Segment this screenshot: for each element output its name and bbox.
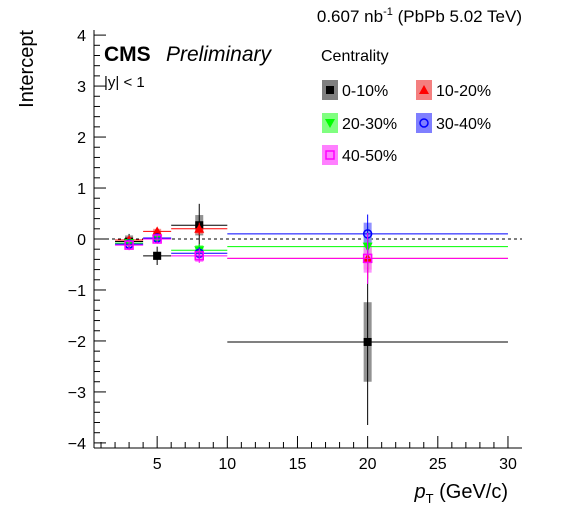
rapidity-label: |y| < 1 <box>104 74 145 91</box>
luminosity-exponent: -1 <box>383 6 393 18</box>
legend-item-40-50%: 40-50% <box>322 145 397 165</box>
legend-label: 20-30% <box>342 116 397 133</box>
y-tick-label: 4 <box>77 28 86 45</box>
series-20-30% <box>115 226 508 268</box>
legend-marker <box>419 118 429 128</box>
x-tick-label: 15 <box>289 456 307 473</box>
y-tick-label: −1 <box>68 283 86 300</box>
x-axis-label-sub: T <box>426 491 434 506</box>
x-axis-label-unit: (GeV/c) <box>434 481 508 503</box>
legend-swatch <box>416 113 432 133</box>
legend-swatch <box>322 145 338 165</box>
y-tick-label: −2 <box>68 334 86 351</box>
legend-item-10-20%: 10-20% <box>416 80 491 100</box>
luminosity-label: 0.607 nb-1 (PbPb 5.02 TeV) <box>317 6 522 26</box>
x-axis-label: pT (GeV/c) <box>413 481 508 506</box>
x-axis-ticks: 5 10 15 20 25 30 <box>100 436 517 473</box>
cms-label: CMS <box>104 43 151 66</box>
x-axis-label-main: p <box>413 481 425 503</box>
series-30-40%-syst <box>125 222 372 259</box>
legend-marker <box>325 119 335 128</box>
legend-label: 30-40% <box>436 116 491 133</box>
legend-marker <box>325 150 335 160</box>
data-point <box>194 223 205 233</box>
y-tick-label: −4 <box>68 436 86 453</box>
x-tick-label: 30 <box>499 456 517 473</box>
legend-label: 10-20% <box>436 83 491 100</box>
y-tick-label: 0 <box>77 232 86 249</box>
legend-marker <box>326 86 334 94</box>
luminosity-tail: (PbPb 5.02 TeV) <box>393 7 522 26</box>
series-10-20% <box>115 222 508 279</box>
y-tick-label: 3 <box>77 79 86 96</box>
legend-item-0-10%: 0-10% <box>322 80 388 100</box>
x-tick-label: 25 <box>429 456 447 473</box>
series-0-10%-syst <box>125 215 372 382</box>
preliminary-label: Preliminary <box>166 43 273 66</box>
data-point <box>363 337 372 346</box>
legend-label: 0-10% <box>342 83 388 100</box>
data-point <box>124 240 134 250</box>
x-tick-label: 10 <box>218 456 236 473</box>
y-axis-ticks: −4 −3 −2 −1 0 1 2 3 4 <box>68 28 106 453</box>
y-tick-label: 1 <box>77 181 86 198</box>
data-point <box>194 251 204 261</box>
series-40-50% <box>115 232 508 284</box>
y-axis-label: Intercept <box>16 30 38 108</box>
legend-title: Centrality <box>321 48 389 65</box>
legend-marker <box>419 85 429 94</box>
data-point <box>152 234 162 244</box>
series-40-50%-syst <box>125 235 372 273</box>
y-tick-label: −3 <box>68 385 86 402</box>
legend-item-30-40%: 30-40% <box>416 113 491 133</box>
legend-item-20-30%: 20-30% <box>322 113 397 133</box>
data-point <box>153 251 162 260</box>
x-tick-label: 20 <box>359 456 377 473</box>
data-point <box>152 226 163 236</box>
y-tick-label: 2 <box>77 130 86 147</box>
x-tick-label: 5 <box>153 456 162 473</box>
plot-area: 5 10 15 20 25 30 −4 −3 −2 −1 0 1 2 3 4 <box>68 28 522 473</box>
series-0-10% <box>115 203 508 426</box>
legend-label: 40-50% <box>342 148 397 165</box>
legend: Centrality 0-10% 10-20% 20-30% 30-40% 40-50% <box>321 48 491 165</box>
data-point <box>362 253 373 264</box>
series-30-40% <box>115 214 508 260</box>
luminosity-value: 0.607 nb <box>317 7 383 26</box>
